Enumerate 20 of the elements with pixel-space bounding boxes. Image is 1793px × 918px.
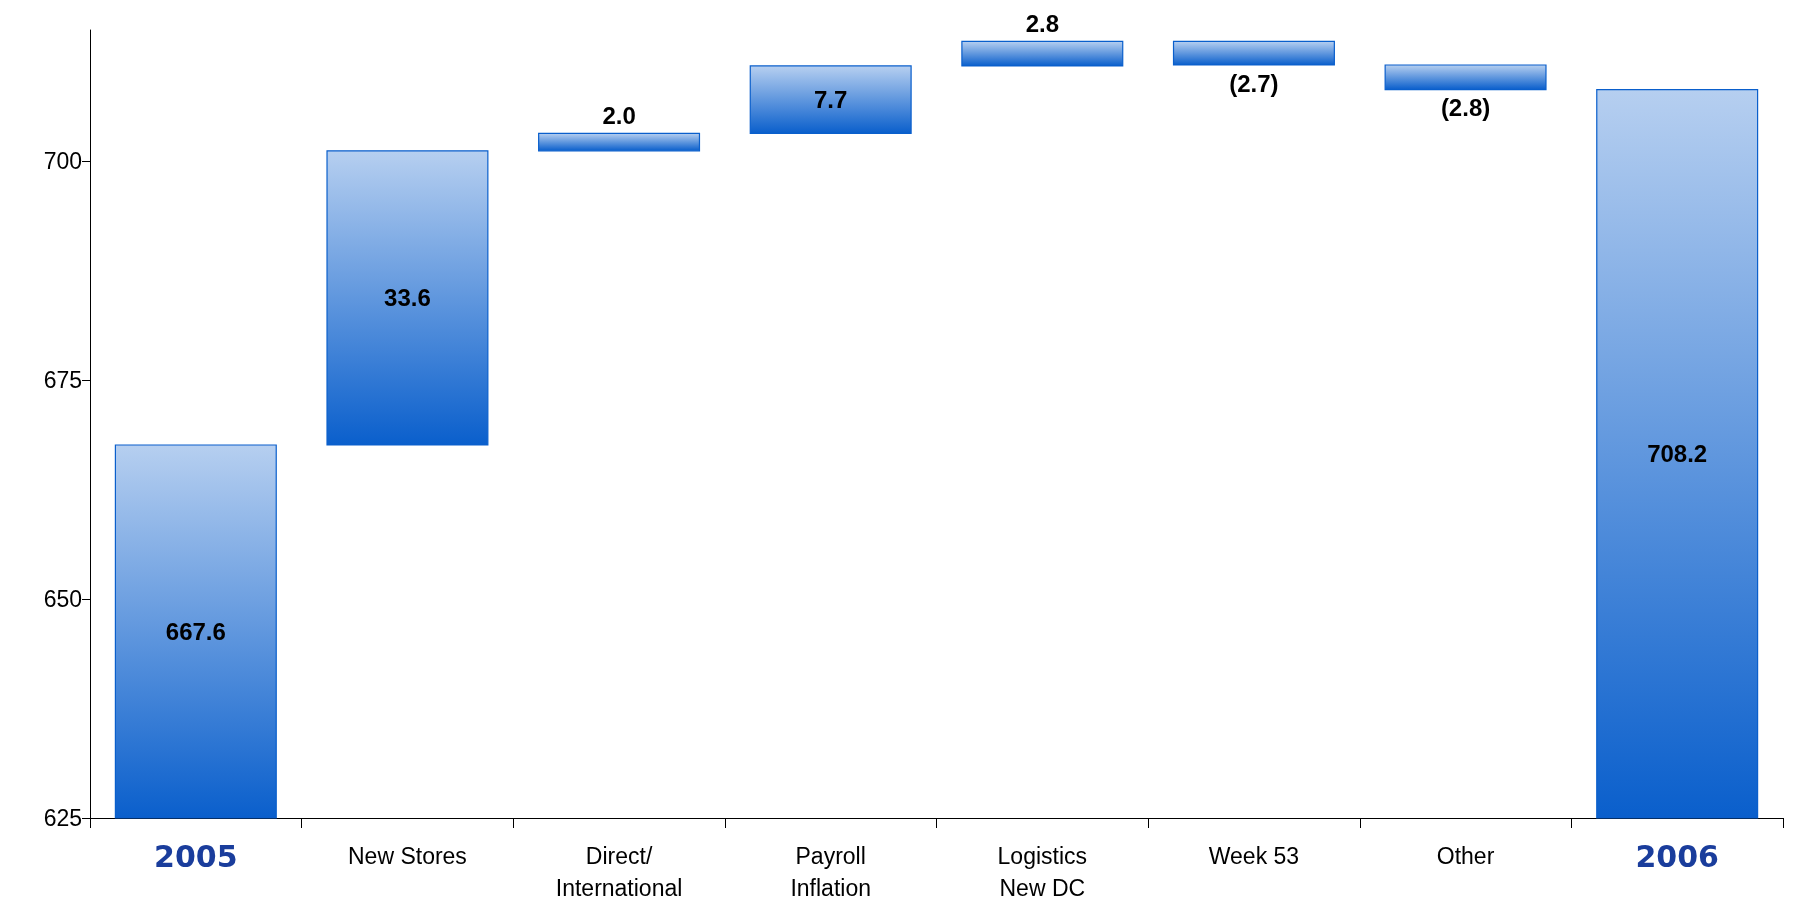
x-tick-label: 2006 <box>1635 838 1719 874</box>
data-label: (2.8) <box>1440 94 1491 122</box>
data-label: 708.2 <box>1647 440 1708 468</box>
data-label: (2.7) <box>1229 69 1279 97</box>
x-tick-label: 2005 <box>154 838 238 874</box>
y-tick-label: 700 <box>43 148 82 175</box>
y-tick-label: 675 <box>43 367 82 394</box>
x-tick-label: New Stores <box>348 843 467 869</box>
data-label: 7.7 <box>814 86 848 114</box>
x-tick-label: Direct/ International <box>555 843 683 901</box>
data-label: 667.6 <box>165 618 226 646</box>
x-tick-label: Payroll Inflation <box>790 843 871 901</box>
y-tick-label: 625 <box>43 805 82 831</box>
x-tick-label: Week 53 <box>1208 843 1300 869</box>
data-label: 33.6 <box>384 284 431 312</box>
data-label: 2.0 <box>602 101 636 129</box>
y-tick-label: 650 <box>43 586 82 613</box>
x-tick-label: Other <box>1436 843 1495 869</box>
data-label: 2.8 <box>1025 9 1059 37</box>
x-tick-label: Logistics New DC <box>997 843 1088 901</box>
